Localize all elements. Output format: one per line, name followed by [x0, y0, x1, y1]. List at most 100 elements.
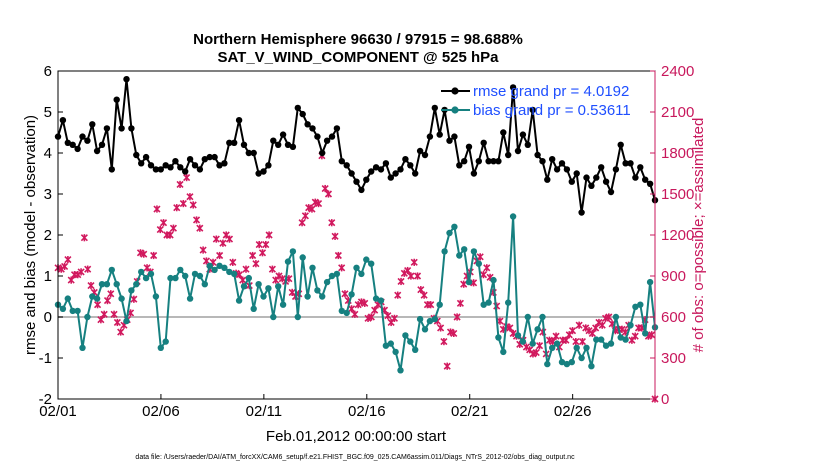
- rmse-point: [553, 166, 561, 173]
- obs-point: [598, 321, 606, 329]
- bias-point: [304, 293, 311, 300]
- rmse-point: [583, 174, 590, 181]
- bias-point: [343, 309, 350, 317]
- rmse-point: [612, 166, 620, 173]
- obs-point: [334, 251, 342, 260]
- obs-point: [199, 246, 207, 254]
- bias-point: [465, 278, 473, 286]
- rmse-point: [265, 162, 272, 169]
- obs-point: [351, 310, 359, 318]
- bias-series: [54, 213, 659, 374]
- bias-point: [470, 248, 478, 255]
- obs-point: [483, 264, 491, 272]
- obs-point: [361, 299, 369, 307]
- bias-point: [265, 285, 272, 292]
- rmse-point: [221, 160, 228, 167]
- bias-point: [338, 307, 345, 315]
- obs-point: [476, 253, 484, 261]
- rmse-point: [593, 174, 600, 181]
- bias-point: [284, 258, 292, 265]
- y-right-tick-label: 1800: [661, 145, 694, 162]
- obs-point: [103, 297, 112, 305]
- obs-point: [169, 224, 178, 232]
- rmse-point: [446, 137, 453, 144]
- bias-point: [245, 274, 252, 282]
- obs-point: [212, 235, 220, 243]
- bias-point: [328, 272, 336, 280]
- rmse-point: [392, 170, 399, 177]
- obs-point: [568, 327, 577, 335]
- rmse-point: [588, 182, 595, 189]
- rmse-point: [431, 104, 438, 112]
- rmse-point: [152, 166, 160, 173]
- obs-point: [532, 348, 540, 357]
- rmse-point: [549, 156, 556, 163]
- bias-point: [431, 315, 438, 323]
- obs-point: [97, 316, 105, 324]
- rmse-point: [59, 117, 67, 124]
- rmse-point: [568, 178, 575, 185]
- obs-point: [258, 249, 267, 257]
- bias-point: [201, 281, 208, 288]
- rmse-point: [284, 141, 292, 148]
- bias-point: [549, 344, 556, 351]
- bias-point: [186, 295, 194, 302]
- y-tick-label: 5: [44, 104, 52, 121]
- obs-point: [268, 265, 276, 273]
- obs-point: [552, 332, 560, 340]
- bias-point: [646, 278, 654, 286]
- bias-point: [529, 340, 536, 347]
- rmse-point: [353, 178, 360, 185]
- obs-point: [338, 264, 346, 272]
- obs-point: [506, 324, 514, 332]
- rmse-point: [534, 151, 541, 159]
- obs-point: [94, 301, 102, 309]
- y-right-tick-label: 1200: [661, 227, 694, 244]
- rmse-point: [563, 166, 571, 173]
- rmse-point: [260, 168, 267, 175]
- obs-point: [77, 268, 85, 276]
- rmse-point: [622, 160, 629, 167]
- rmse-point: [216, 162, 223, 169]
- bias-point: [588, 363, 595, 370]
- rmse-point: [182, 168, 189, 175]
- rmse-point: [108, 166, 116, 173]
- obs-point: [242, 265, 250, 273]
- rmse-point: [201, 156, 208, 163]
- obs-point: [117, 328, 125, 336]
- bias-point: [113, 281, 120, 288]
- obs-point: [186, 193, 194, 201]
- rmse-point: [509, 84, 517, 91]
- rmse-point: [407, 162, 414, 169]
- x-tick-label: 02/06: [142, 403, 180, 420]
- obs-point: [301, 212, 309, 220]
- obs-point: [189, 201, 197, 209]
- bias-point: [412, 346, 419, 353]
- bias-point: [372, 295, 380, 302]
- rmse-point: [505, 151, 512, 159]
- obs-point: [427, 301, 435, 309]
- rmse-point: [642, 176, 649, 183]
- bias-point: [64, 295, 72, 302]
- bias-point: [534, 326, 541, 333]
- obs-point: [367, 313, 375, 321]
- obs-point: [219, 239, 227, 247]
- x-axis-ticks: 02/01 02/06 02/11 02/16 02/21 02/26: [39, 394, 591, 420]
- bias-point: [505, 299, 512, 306]
- bias-point: [598, 336, 605, 343]
- rmse-point: [172, 158, 179, 165]
- bias-point: [407, 338, 414, 345]
- obs-point: [588, 329, 596, 337]
- rmse-point: [358, 186, 365, 194]
- obs-point: [410, 258, 418, 266]
- rmse-point: [495, 158, 502, 165]
- obs-point: [252, 260, 260, 268]
- rmse-point: [231, 139, 238, 146]
- bias-point: [461, 246, 468, 253]
- obs-point: [166, 231, 174, 239]
- rmse-point: [412, 170, 419, 177]
- bias-point: [353, 264, 360, 271]
- bias-point: [583, 344, 590, 351]
- rmse-point: [133, 151, 140, 159]
- obs-point: [183, 174, 191, 182]
